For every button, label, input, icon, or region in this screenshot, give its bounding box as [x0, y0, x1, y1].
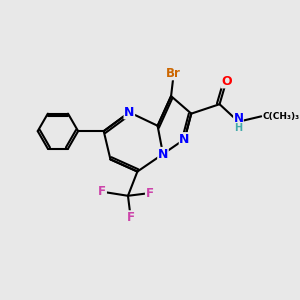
- Text: N: N: [179, 133, 190, 146]
- Text: F: F: [127, 211, 135, 224]
- Text: Br: Br: [166, 67, 181, 80]
- Text: N: N: [158, 148, 168, 160]
- Text: F: F: [98, 185, 106, 198]
- Text: O: O: [221, 75, 232, 88]
- Text: N: N: [233, 112, 243, 125]
- Text: F: F: [146, 187, 154, 200]
- Text: N: N: [124, 106, 134, 119]
- Text: H: H: [234, 123, 242, 133]
- Text: C(CH₃)₃: C(CH₃)₃: [263, 112, 300, 121]
